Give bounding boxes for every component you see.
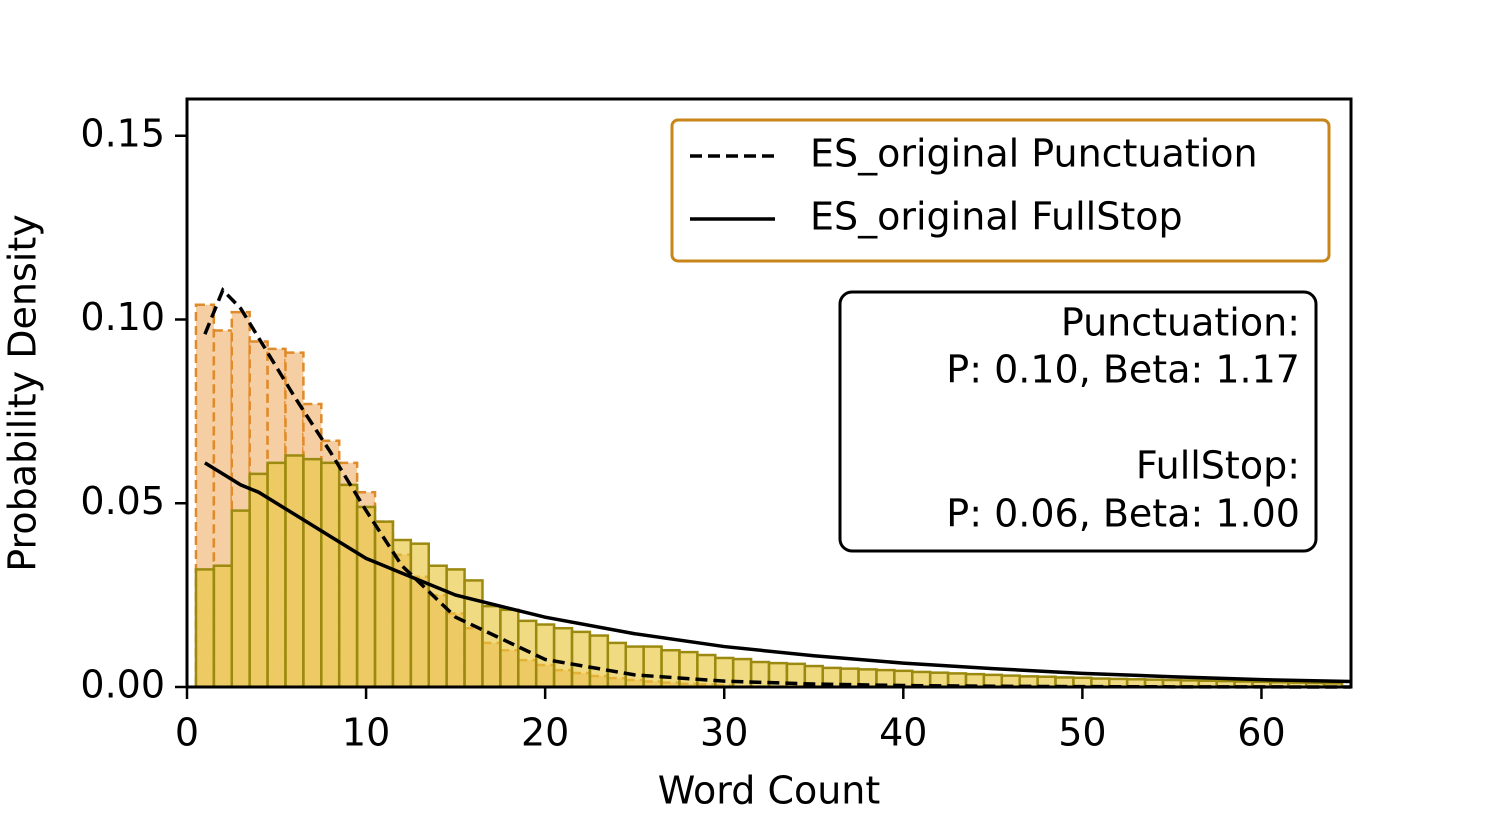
histogram-bar [678,650,699,689]
histogram-bar [570,630,592,689]
annotation-box [838,290,1318,553]
legend-label: ES_original FullStop [810,195,1183,239]
histogram-bar [588,634,610,689]
histogram-bar [266,461,287,689]
x-tick-label: 40 [879,711,927,755]
histogram-bar [284,454,305,689]
histogram-bar [373,520,395,689]
histogram-bar [624,645,645,689]
fit-curve [203,461,1352,684]
annotation-line: Punctuation: [1061,301,1300,345]
histogram-bar [230,509,251,689]
histogram-bar [212,564,234,689]
histogram-bar [409,542,431,689]
histogram-bar [499,608,520,689]
histogram-bar [337,483,359,689]
histogram-bar [194,568,216,689]
histogram-bar [642,645,663,689]
y-tick-label: 0.15 [80,111,165,155]
histogram-bar [355,505,377,689]
x-tick-label: 20 [521,711,569,755]
histogram-bar [660,649,681,689]
x-tick-label: 0 [175,711,199,755]
x-tick-label: 60 [1237,711,1285,755]
histogram-bar [606,641,627,689]
x-axis-label: Word Count [658,769,881,813]
annotation-line: P: 0.06, Beta: 1.00 [946,492,1300,536]
histogram-bar [552,626,574,689]
x-tick-label: 10 [342,711,390,755]
x-tick-label: 30 [700,711,748,755]
histogram-bar [696,653,717,689]
histogram-bar [517,619,538,689]
annotation-line: P: 0.10, Beta: 1.17 [946,348,1300,392]
histogram-bar [320,461,341,689]
x-tick-label: 50 [1058,711,1106,755]
histogram-bar [248,472,269,689]
y-tick-label: 0.00 [80,663,165,707]
annotation-line: FullStop: [1136,444,1300,488]
fit-curve [203,286,1352,689]
histogram-bar [391,538,413,689]
histogram-bar [481,604,502,689]
y-tick-label: 0.05 [80,479,165,523]
y-axis-label: Probability Density [1,214,45,571]
plot-frame [185,97,1353,689]
histogram-bar [302,457,323,689]
histogram-bar [445,568,466,689]
y-tick-label: 0.10 [80,295,165,339]
legend-label: ES_original Punctuation [810,132,1258,176]
legend-box [670,118,1331,263]
